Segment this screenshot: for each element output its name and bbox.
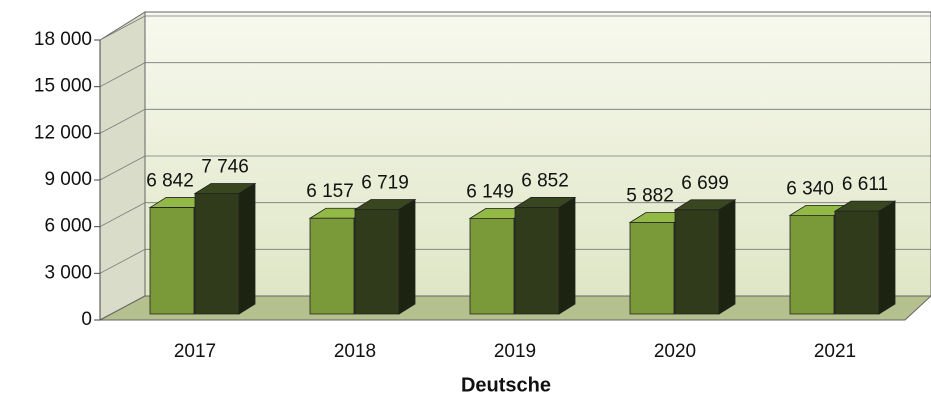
value-label: 6 852 [521, 170, 569, 191]
bar-face [674, 209, 720, 315]
bar-face [514, 207, 560, 315]
value-label: 6 149 [466, 181, 514, 202]
grid-line [99, 62, 931, 88]
value-label: 6 611 [842, 174, 888, 195]
value-label: 6 842 [146, 171, 194, 192]
bar-face [789, 214, 835, 315]
x-tick-label: 2021 [814, 341, 856, 362]
x-tick-label: 2017 [174, 341, 216, 362]
bar-face [309, 217, 355, 315]
y-tick-label: 18 000 [34, 29, 92, 50]
bar [513, 196, 577, 315]
bar-face [469, 217, 515, 315]
bar-face [238, 182, 256, 315]
grid-line [99, 15, 931, 41]
y-tick-label: 12 000 [34, 122, 92, 143]
bar-face [194, 193, 240, 315]
bar [353, 198, 417, 315]
y-tick-label: 15 000 [34, 76, 92, 97]
bar-face [354, 209, 400, 315]
side-wall [99, 11, 146, 321]
bar-face [149, 207, 195, 315]
bar-face [878, 200, 896, 315]
bar-face [558, 196, 576, 315]
value-label: 6 719 [361, 172, 409, 193]
grid-line [99, 202, 931, 228]
bar-face [834, 210, 880, 315]
bar-face [398, 198, 416, 315]
x-tick-label: 2019 [494, 341, 536, 362]
grid-line [99, 155, 931, 181]
bar-face [629, 222, 675, 315]
x-tick-label: 2018 [334, 341, 376, 362]
value-label: 6 699 [681, 173, 729, 194]
bar [833, 200, 897, 315]
value-label: 7 746 [201, 157, 249, 178]
value-label: 6 340 [786, 178, 834, 199]
y-tick-label: 0 [81, 309, 92, 330]
bar-face [718, 199, 736, 315]
value-label: 6 157 [306, 181, 354, 202]
y-tick-label: 6 000 [44, 216, 92, 237]
grid-line [99, 108, 931, 134]
y-tick-label: 3 000 [44, 262, 92, 283]
value-label: 5 882 [626, 186, 674, 207]
x-tick-label: 2020 [654, 341, 696, 362]
x-axis-title: Deutsche [461, 374, 551, 396]
bar [673, 199, 737, 315]
bar [193, 182, 257, 315]
y-tick-label: 9 000 [44, 169, 92, 190]
